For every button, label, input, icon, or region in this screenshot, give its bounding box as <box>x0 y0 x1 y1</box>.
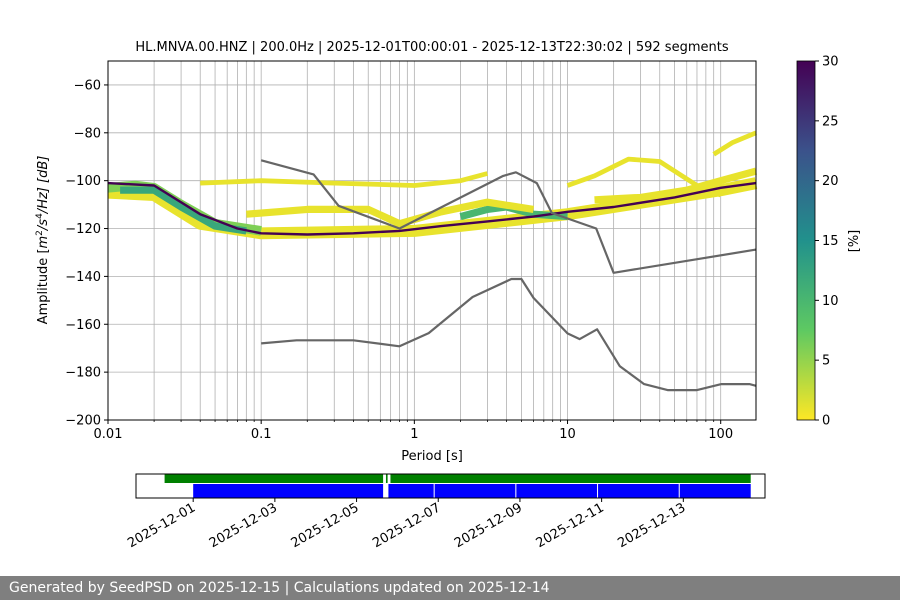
y-tick-label: −140 <box>65 270 101 285</box>
x-tick-label: 100 <box>708 427 733 442</box>
plot-background <box>108 61 756 420</box>
x-tick-label: 10 <box>559 427 576 442</box>
y-tick-label: −200 <box>65 414 101 429</box>
timeline-date-ticks: 2025-12-01 2025-12-03 2025-12-05 2025-12-07… <box>125 498 688 551</box>
psd-segment <box>388 484 751 498</box>
plot-frame <box>107 60 757 421</box>
colorbar <box>796 60 816 421</box>
psd-density-band <box>712 130 757 157</box>
y-tick-label: −80 <box>74 126 101 141</box>
chart-title: HL.MNVA.00.HNZ | 200.0Hz | 2025-12-01T00… <box>135 40 728 55</box>
timeline-bars <box>164 474 751 498</box>
psd-mode-line <box>107 181 757 236</box>
y-axis-label: Amplitude [m2/s4/Hz] [dB] <box>35 156 51 325</box>
colorbar-tick-label: 25 <box>822 114 839 129</box>
colorbar-tick-label: 20 <box>822 174 839 189</box>
timeline-tick-label: 2025-12-03 <box>207 500 280 551</box>
colorbar-tick-label: 15 <box>822 234 839 249</box>
psd-plot-area: 0.01 0.1 1 10 100 −60 −80 −100 −120 −140 −160 −180… <box>65 60 758 442</box>
psd-segment <box>193 484 384 498</box>
colorbar-ticks: 0 5 10 15 20 25 30 <box>815 55 839 429</box>
psd-density-band <box>246 198 535 228</box>
x-tick-label: 1 <box>410 427 418 442</box>
noise-model-curves <box>260 159 757 392</box>
nhnm-curve <box>260 159 757 274</box>
x-tick-label: 0.01 <box>94 427 123 442</box>
psd-density-band <box>120 186 247 235</box>
timeline-tick-label: 2025-12-13 <box>615 500 688 551</box>
timeline-tick-label: 2025-12-09 <box>452 500 525 551</box>
colorbar-tick-label: 5 <box>822 354 830 369</box>
timeline-tick-label: 2025-12-01 <box>125 500 198 551</box>
y-tick-label: −60 <box>74 78 101 93</box>
y-tick-label: −120 <box>65 222 101 237</box>
x-axis-label: Period [s] <box>401 449 463 464</box>
colorbar-tick-label: 30 <box>822 55 839 70</box>
availability-segment <box>390 474 751 483</box>
timeline-frame <box>135 473 766 499</box>
colorbar-tick-label: 0 <box>822 414 830 429</box>
psd-figure: HL.MNVA.00.HNZ | 200.0Hz | 2025-12-01T00… <box>35 40 862 551</box>
psd-density-band <box>200 171 489 188</box>
timeline-tick-label: 2025-12-11 <box>534 500 607 551</box>
colorbar-label: [%] <box>847 230 862 253</box>
timeline-tick-label: 2025-12-05 <box>289 500 362 551</box>
availability-segment <box>385 474 388 483</box>
nlnm-curve <box>261 277 757 392</box>
x-axis-ticks: 0.01 0.1 1 10 100 <box>94 420 733 442</box>
y-tick-label: −160 <box>65 318 101 333</box>
timeline-tick-label: 2025-12-07 <box>370 500 443 551</box>
y-tick-label: −180 <box>65 366 101 381</box>
psd-density-heatmap <box>107 130 758 240</box>
data-availability-timeline: 2025-12-01 2025-12-03 2025-12-05 2025-12-07… <box>125 473 766 551</box>
y-axis-ticks: −60 −80 −100 −120 −140 −160 −180 −200 <box>65 78 108 429</box>
y-tick-label: −100 <box>65 174 101 189</box>
colorbar-tick-label: 10 <box>822 294 839 309</box>
footer-banner: Generated by SeedPSD on 2025-12-15 | Cal… <box>0 576 900 600</box>
availability-segment <box>164 474 384 483</box>
x-tick-label: 0.1 <box>251 427 272 442</box>
psd-density-band <box>594 167 757 204</box>
